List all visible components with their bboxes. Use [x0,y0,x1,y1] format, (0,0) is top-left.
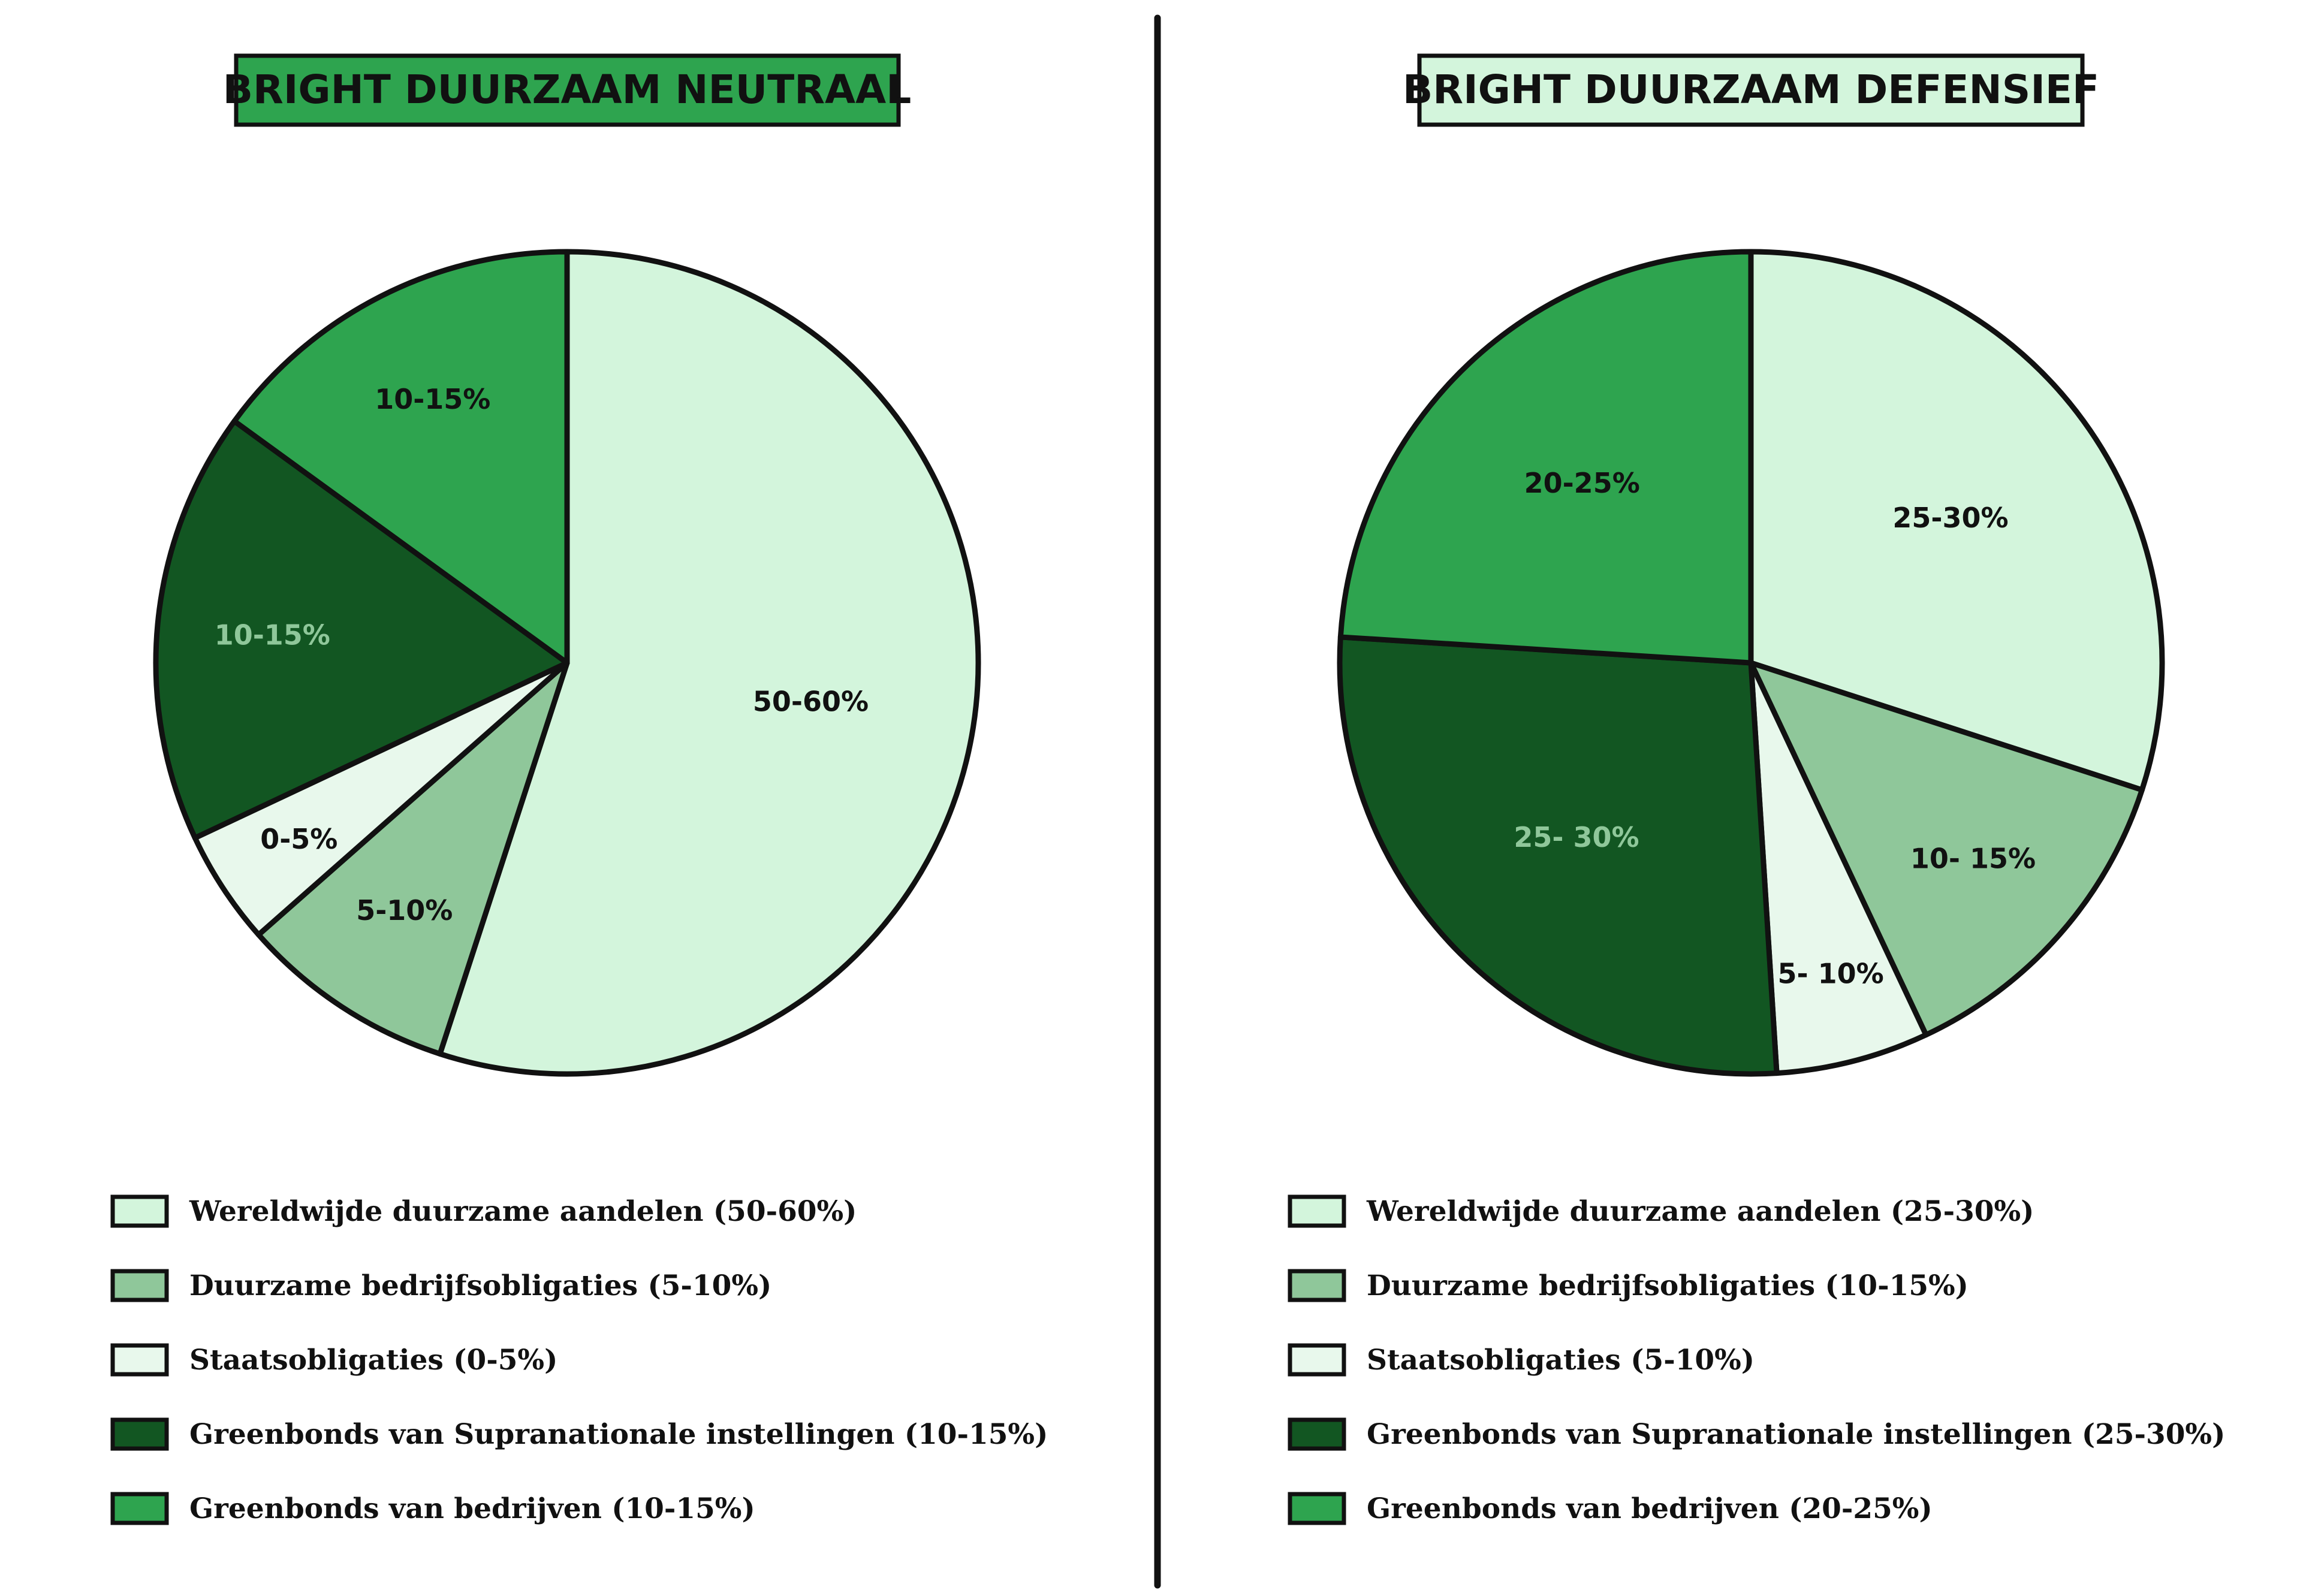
legend-label: Greenbonds van Supranationale instelling… [189,1418,1048,1451]
pie-slice-defensief-2 [1748,660,2145,1038]
legend-item-neutraal-1: Wereldwijde duurzame aandelen (50-60%) [110,1194,857,1228]
legend-label: Greenbonds van bedrijven (20-25%) [1367,1492,1933,1525]
legend-label: Greenbonds van bedrijven (10-15%) [189,1492,755,1525]
legend-swatch [1288,1343,1346,1377]
title-box-defensief-bg [1417,53,2085,127]
legend-swatch [110,1269,169,1302]
title-box-neutraal-bg [234,53,901,127]
title-box-neutraal: BRIGHT DUURZAAM NEUTRAAL [223,53,912,127]
title-box-defensief: BRIGHT DUURZAAM DEFENSIEF [1403,53,2099,127]
legend-label: Staatsobligaties (0-5%) [189,1344,557,1377]
legend-swatch [1288,1492,1346,1525]
slice-label-neutraal-1: 50-60% [753,685,869,717]
legend-item-defensief-2: Duurzame bedrijfsobligaties (10-15%) [1288,1269,1969,1302]
legend-item-defensief-3: Staatsobligaties (5-10%) [1288,1343,1755,1377]
slice-label-neutraal-4: 10-15% [215,619,330,651]
slice-label-defensief-1: 25-30% [1892,502,2008,534]
legend-label: Duurzame bedrijfsobligaties (10-15%) [1367,1269,1969,1302]
legend-swatch [110,1492,169,1525]
title-neutraal: BRIGHT DUURZAAM NEUTRAAL [223,67,912,113]
pie-neutraal: 50-60% 5-10% 0-5% 10-15% 10-15% [153,249,981,1077]
legend-label: Staatsobligaties (5-10%) [1367,1344,1755,1377]
legend-defensief: Wereldwijde duurzame aandelen (25-30%) Du… [1288,1194,2225,1525]
slice-label-defensief-2: 10- 15% [1910,843,2036,875]
pie-slice-defensief-3 [1748,660,1929,1076]
pie-slice-defensief-5 [1337,249,1754,666]
legend-swatch [110,1194,169,1228]
chart-neutraal: BRIGHT DUURZAAM NEUTRAAL 50-60% 5-10% 0-5%… [110,53,1048,1525]
title-defensief: BRIGHT DUURZAAM DEFENSIEF [1403,67,2099,113]
legend-item-defensief-1: Wereldwijde duurzame aandelen (25-30%) [1288,1194,2034,1228]
slice-label-neutraal-5: 10-15% [375,383,490,415]
pie-slice-neutraal-1 [437,249,981,1077]
pie-defensief: 25-30% 10- 15% 5- 10% 25- 30% 20-25% [1337,249,2165,1077]
pie-slice-defensief-4 [1337,634,1780,1077]
legend-item-defensief-5: Greenbonds van bedrijven (20-25%) [1288,1492,1933,1525]
legend-item-defensief-4: Greenbonds van Supranationale instelling… [1288,1417,2225,1451]
legend-label: Wereldwijde duurzame aandelen (50-60%) [189,1195,857,1228]
pie-slice-neutraal-2 [255,660,570,1057]
slice-label-defensief-4: 25- 30% [1514,821,1639,853]
legend-swatch [110,1343,169,1377]
legend-item-neutraal-2: Duurzame bedrijfsobligaties (5-10%) [110,1269,771,1302]
legend-label: Duurzame bedrijfsobligaties (5-10%) [189,1269,771,1302]
legend-label: Greenbonds van Supranationale instelling… [1367,1418,2225,1451]
legend-swatch [1288,1194,1346,1228]
pie-slice-neutraal-5 [231,249,570,666]
legend-swatch [1288,1417,1346,1451]
legend-swatch [110,1417,169,1451]
legend-item-neutraal-5: Greenbonds van bedrijven (10-15%) [110,1492,755,1525]
legend-item-neutraal-3: Staatsobligaties (0-5%) [110,1343,557,1377]
legend-item-neutraal-4: Greenbonds van Supranationale instelling… [110,1417,1048,1451]
pie-slice-defensief-1 [1748,249,2165,793]
pie-slice-neutraal-4 [153,418,570,841]
slice-label-defensief-5: 20-25% [1524,467,1640,499]
slice-labels-defensief: 25-30% 10- 15% 5- 10% 25- 30% 20-25% [1514,467,2036,989]
legend-label: Wereldwijde duurzame aandelen (25-30%) [1366,1195,2034,1228]
legend-swatch [1288,1269,1346,1302]
slice-label-neutraal-3: 0-5% [260,823,337,855]
legend-neutraal: Wereldwijde duurzame aandelen (50-60%) Du… [110,1194,1048,1525]
slice-label-neutraal-2: 5-10% [356,894,453,927]
chart-defensief: BRIGHT DUURZAAM DEFENSIEF 25-30% 10- 15% 5… [1288,53,2225,1525]
slice-label-defensief-3: 5- 10% [1777,957,1883,989]
slice-labels-neutraal: 50-60% 5-10% 0-5% 10-15% 10-15% [215,383,869,927]
